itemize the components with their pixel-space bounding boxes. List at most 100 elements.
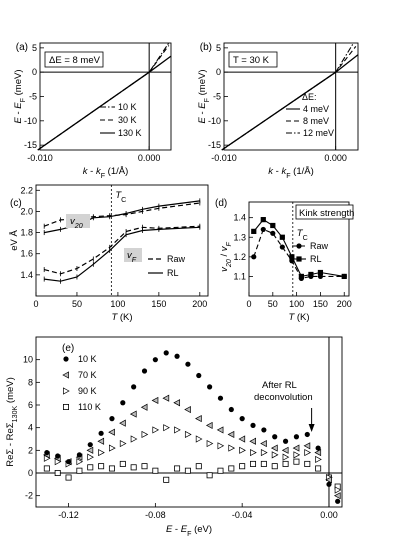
panel-d-marker-rl [251,228,257,234]
panel-e-marker-10k [141,368,148,374]
panel-e-marker-70k [227,430,235,439]
panel-c-y-tick-label: 1.8 [20,228,33,238]
panel-e-marker-90k [271,451,279,459]
panel-b-legend-label: 8 meV [303,116,329,126]
panel-d-y-tick-label: 1.4 [233,213,246,223]
panel-d-marker-rl [298,273,304,280]
panel-e-legend-marker [63,387,70,395]
panel-e-marker-110k [239,463,246,470]
panel-e-x-tick-label: 0.00 [320,510,338,520]
panel-e-marker-10k [152,357,158,363]
panel-a-legend-label: 30 K [118,115,137,125]
panel-e-legend-marker [63,356,69,362]
panel-e-marker-10k [228,406,234,413]
panel-e-marker-10k [55,453,61,459]
panel-b-legend-title: ΔE: [302,92,317,102]
panel-c-y-tick-label: 1.4 [20,270,33,280]
panel-d-title-box [295,204,354,220]
panel-e-marker-90k [293,451,301,459]
panel-e-marker-70k [86,446,94,454]
panel-e-marker-90k [152,426,160,434]
panel-e-y-tick-label: 8 [28,377,33,387]
panel-e-marker-10k [304,431,310,438]
panel-e-marker-10k [261,427,267,433]
panel-e-marker-110k [293,458,300,465]
panel-d-legend-label: Raw [310,241,329,251]
panel-e-arrow-head [308,424,315,432]
panel-e-marker-110k [217,467,224,474]
panel-e-y-tick-label: 10 [23,355,33,365]
panel-d-x-tick-label: 50 [268,299,278,309]
panel-e-marker-10k [109,416,115,422]
panel-b-y-tick-label: 5 [216,43,221,53]
panel-b-legend-label: 12 meV [303,128,334,138]
panel-d-x-tick-label: 100 [289,299,304,309]
panel-e-marker-10k [207,384,213,390]
panel-d-frame [248,201,350,297]
panel-c-y-tick-label: 2.2 [20,185,33,195]
panel-a-series-2 [37,55,172,151]
panel-d-marker-rl [270,222,276,229]
panel-e-marker-70k [292,444,300,452]
panel-e-marker-10k [315,445,321,451]
panel-e-marker-10k [44,450,50,456]
panel-d-marker-raw [251,254,257,260]
panel-d-marker-rl [341,273,347,280]
panel-e-marker-70k [162,394,170,402]
panel-e-marker-70k [184,405,191,414]
panel-e-marker-110k [195,463,202,470]
panel-b-y-tick-label: -15 [208,140,221,150]
panel-e-marker-70k [173,399,181,407]
panel-a-y-tick-label: 0 [32,67,37,77]
panel-e-marker-110k [282,460,289,467]
panel-c-vf-box [124,248,142,262]
panel-e-marker-90k [130,435,138,443]
panel-e-legend-label: 90 K [78,386,97,396]
panel-c-panel-label: (c) [10,198,22,209]
panel-e-marker-10k [98,430,104,436]
panel-e-marker-70k [140,403,148,411]
panel-e-marker-70k [151,396,159,405]
panel-a-annotation: ΔE = 8 meV [49,55,101,66]
panel-a-xlabel: k - kF (1/Å) [83,166,129,180]
panel-e-legend-label: 10 K [78,354,97,364]
panel-a-legend-label: 130 K [118,128,142,138]
panel-b-annotation: T = 30 K [233,55,270,66]
panel-b-ylabel: E - EF (meV) [197,70,211,124]
panel-a-ylabel: E - EF (meV) [13,70,27,124]
panel-e-legend-label: 70 K [78,370,97,380]
panel-c-ylabel: eV Å [9,230,20,251]
panel-e-y-tick-label: 2 [28,445,33,455]
panel-d-tc-label: TC [297,228,308,242]
panel-e-marker-110k [228,465,235,472]
panel-e-marker-110k [250,460,257,467]
panel-e-marker-110k [119,460,126,467]
panel-e-marker-70k [216,426,224,434]
panel-b-xlabel: k - kF (1/Å) [268,166,314,180]
panel-e-marker-90k [76,458,84,466]
panel-e-marker-90k [282,453,290,461]
panel-c-v20-box [66,214,90,228]
panel-e-marker-10k [185,361,191,367]
panel-e-marker-110k [108,465,115,472]
panel-a-legend-label: 10 K [118,102,137,112]
panel-e-marker-110k [54,469,61,476]
panel-e-marker-10k [87,442,93,448]
panel-e-marker-70k [270,444,278,452]
panel-e-marker-10k [293,434,300,440]
panel-d-y-tick-label: 1.2 [233,252,246,262]
panel-e-marker-110k [76,467,83,474]
panel-e-marker-90k [260,449,268,457]
panel-c-x-tick-label: 50 [72,299,82,309]
panel-d-xlabel: T (K) [288,312,309,323]
panel-e-x-tick-label: -0.04 [232,510,253,520]
panel-d-title: Kink strength [299,208,354,219]
panel-e-marker-90k [217,442,225,450]
panel-c-y-tick-label: 2.0 [20,206,33,216]
panel-a-x-tick-label: -0.010 [27,153,53,163]
panel-e-marker-70k [303,442,311,450]
panel-a-panel-label: (a) [16,42,28,53]
panel-e-marker-10k [163,350,169,356]
panel-e-marker-70k [281,446,289,454]
